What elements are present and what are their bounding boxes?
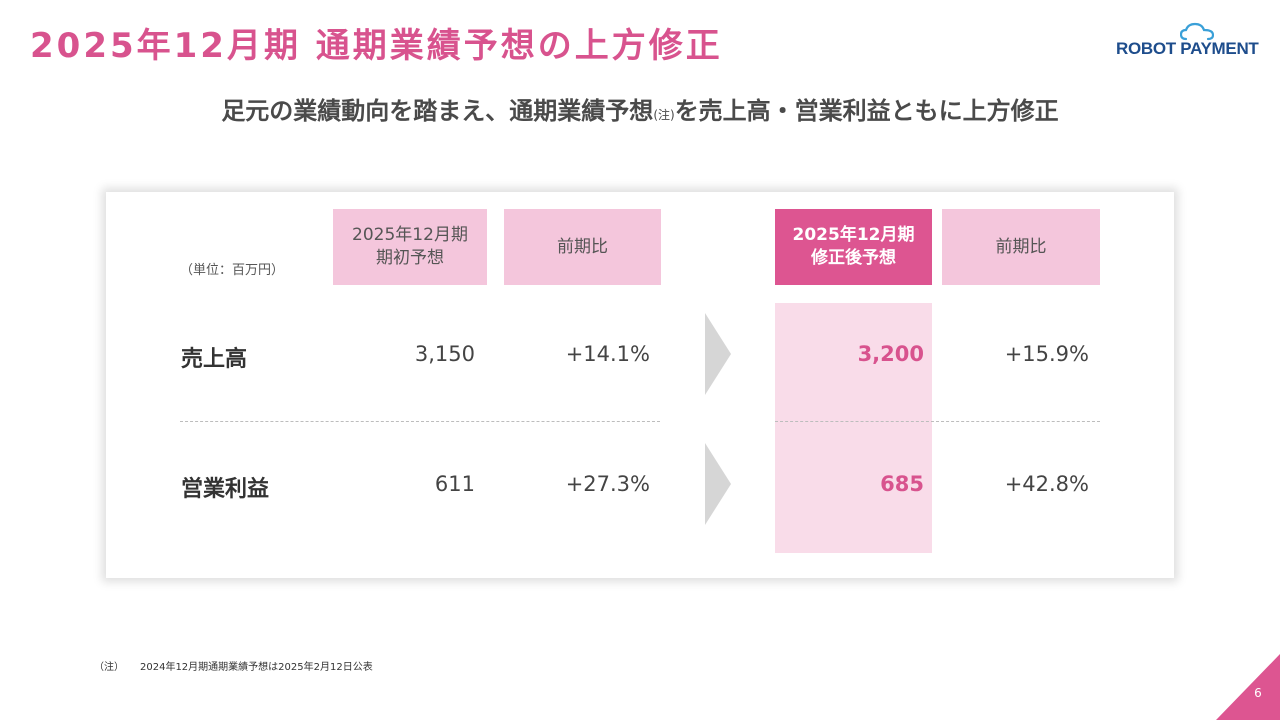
op-profit-revised-value: 685 (880, 472, 924, 496)
revised-highlight-column (775, 303, 932, 553)
sales-initial-yoy: +14.1% (565, 342, 650, 366)
sales-initial-value: 3,150 (414, 342, 475, 366)
row-divider-right (775, 421, 1100, 422)
slide-subtitle: 足元の業績動向を踏まえ、通期業績予想(注)を売上高・営業利益ともに上方修正 (0, 91, 1280, 126)
header-initial-forecast: 2025年12月期 期初予想 (333, 209, 487, 285)
subtitle-rest: を売上高・営業利益ともに上方修正 (674, 97, 1059, 125)
op-profit-initial-yoy: +27.3% (565, 472, 650, 496)
subtitle-note-marker: (注) (653, 108, 675, 122)
logo-text: ROBOT PAYMENT (1116, 39, 1259, 58)
chevron-right-icon (705, 313, 731, 395)
sales-revised-yoy: +15.9% (1004, 342, 1089, 366)
header-revised-forecast: 2025年12月期 修正後予想 (775, 209, 932, 285)
slide-title: 2025年12月期 通期業績予想の上方修正 (30, 26, 723, 66)
chevron-right-icon (705, 443, 731, 525)
op-profit-revised-yoy: +42.8% (1004, 472, 1089, 496)
footnote: （注） 2024年12月期通期業績予想は2025年2月12日公表 (94, 658, 389, 673)
row-divider-left (180, 421, 660, 422)
cloud-icon (1180, 22, 1214, 41)
footnote-marker: （注） (94, 662, 124, 673)
footnote-text: 2024年12月期通期業績予想は2025年2月12日公表 (140, 662, 373, 673)
company-logo: ROBOT PAYMENT (1116, 22, 1259, 62)
op-profit-initial-value: 611 (434, 472, 475, 496)
header-yoy-initial: 前期比 (504, 209, 661, 285)
page-number: 6 (1254, 686, 1262, 700)
header-yoy-revised: 前期比 (942, 209, 1100, 285)
corner-triangle (1216, 654, 1280, 720)
row-label-sales: 売上高 (181, 347, 248, 372)
subtitle-main: 足元の業績動向を踏まえ、通期業績予想 (221, 97, 654, 125)
sales-revised-value: 3,200 (857, 342, 924, 366)
unit-label: （単位：百万円） (180, 263, 285, 278)
row-label-operating-profit: 営業利益 (181, 477, 270, 502)
